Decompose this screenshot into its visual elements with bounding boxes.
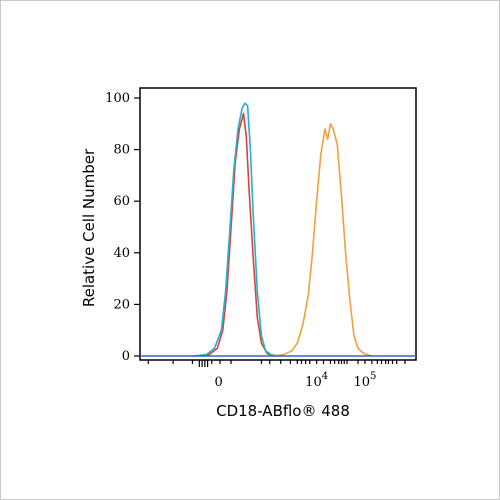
plot-area — [139, 87, 417, 361]
y-tick-label: 0 — [122, 349, 130, 364]
y-tick-label: 60 — [113, 194, 130, 209]
histogram-series-1 — [195, 112, 273, 357]
x-axis-title: CD18-ABflo® 488 — [216, 402, 350, 420]
y-axis: 0 20 40 60 80 100 — [105, 91, 140, 364]
y-tick-label: 20 — [113, 297, 130, 312]
series-layer — [140, 102, 416, 357]
x-tick-label: 0 — [215, 375, 223, 390]
y-tick-label: 100 — [105, 91, 130, 106]
x-tick-label: 104 — [305, 371, 328, 390]
x-tick-label: 105 — [353, 371, 376, 390]
y-tick-label: 40 — [113, 246, 130, 261]
x-axis: 0 104 105 — [147, 360, 406, 390]
histogram-series-3 — [272, 123, 373, 357]
y-axis-title: Relative Cell Number — [80, 148, 98, 307]
y-tick-label: 80 — [113, 143, 130, 158]
histogram-series-2 — [192, 102, 279, 357]
